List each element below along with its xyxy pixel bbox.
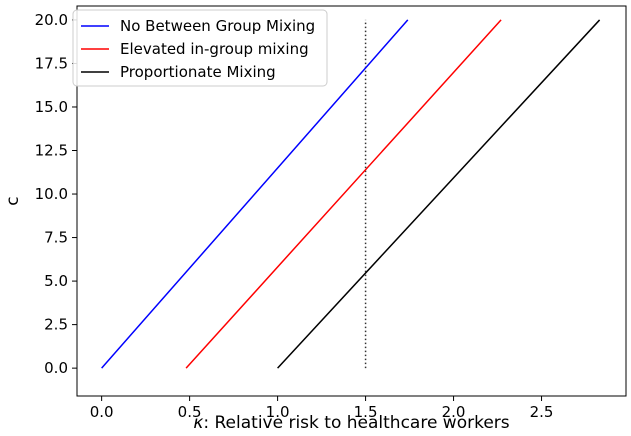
legend-entry-label: No Between Group Mixing xyxy=(120,17,315,35)
x-tick-label: 1.5 xyxy=(354,403,378,421)
y-axis-label: c xyxy=(3,196,23,205)
x-tick-label: 0.5 xyxy=(178,403,202,421)
series-line-2 xyxy=(277,19,601,369)
axes-layer: 0.0 0.5 1.0 1.5 2.0 2.5 0.0 2.5 5.0 7.5 10.0 12.5 15… xyxy=(35,5,627,421)
y-tick-label: 17.5 xyxy=(35,54,68,72)
y-tick-label: 20.0 xyxy=(35,11,68,29)
y-tick-label: 10.0 xyxy=(35,185,68,203)
x-tick-label: 2.0 xyxy=(442,403,466,421)
y-tick-label: 7.5 xyxy=(44,229,68,247)
y-tick-label: 0.0 xyxy=(44,359,68,377)
y-tick-label: 5.0 xyxy=(44,272,68,290)
x-axis-label-symbol: κ xyxy=(193,413,203,433)
y-tick-label: 15.0 xyxy=(35,98,68,116)
legend-box xyxy=(72,9,328,87)
legend-entry-label: Proportionate Mixing xyxy=(120,63,276,81)
series-line-0 xyxy=(101,19,409,369)
axes-frame xyxy=(76,5,627,397)
plot-layer xyxy=(101,19,601,369)
x-axis-label-text: : Relative risk to healthcare workers xyxy=(203,413,509,433)
x-tick-label: 2.5 xyxy=(530,403,554,421)
legend-entry-label: Elevated in-group mixing xyxy=(120,40,309,58)
x-axis-label: κ: Relative risk to healthcare workers xyxy=(193,413,509,433)
x-tick-label: 1.0 xyxy=(266,403,290,421)
legend: No Between Group Mixing Elevated in-group… xyxy=(72,9,328,87)
y-tick-label: 2.5 xyxy=(44,316,68,334)
x-tick-label: 0.0 xyxy=(90,403,114,421)
y-tick-label: 12.5 xyxy=(35,142,68,160)
series-line-1 xyxy=(185,19,502,369)
